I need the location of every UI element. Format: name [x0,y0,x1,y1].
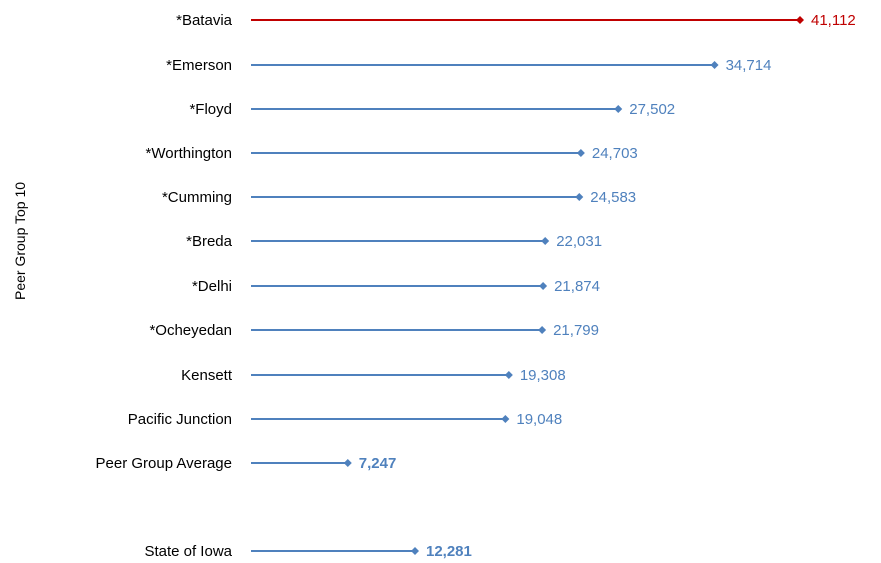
value-label: 19,308 [520,367,566,384]
value-label: 24,703 [592,145,638,162]
category-label: *Worthington [146,145,232,162]
value-marker [539,282,548,290]
category-label: *Delhi [192,278,232,295]
value-label: 12,281 [426,543,472,560]
value-marker [541,237,550,245]
value-marker [504,371,513,379]
value-label: 41,112 [811,12,856,29]
value-label: 19,048 [516,411,562,428]
category-label: Peer Group Average [96,455,232,472]
value-marker [343,459,352,467]
value-marker [538,326,547,334]
value-label: 24,583 [590,189,636,206]
value-marker [796,16,804,24]
value-label: 27,502 [629,101,675,118]
category-label: Pacific Junction [128,411,232,428]
category-label: *Ocheyedan [149,322,232,339]
chart-marks: *Batavia 41,112 *Emerson 34,714 *Floyd 27,502… [96,12,856,560]
value-marker [614,105,623,113]
value-marker [710,61,719,69]
value-label: 22,031 [556,233,602,250]
value-label: 7,247 [359,455,397,472]
value-marker [501,415,510,423]
value-marker [576,149,585,157]
value-marker [410,547,419,555]
value-label: 21,874 [554,278,600,295]
category-label: *Cumming [162,189,232,206]
value-label: 21,799 [553,322,599,339]
value-label: 34,714 [726,57,772,74]
value-marker [575,193,584,201]
category-label: State of Iowa [144,543,232,560]
category-label: *Breda [186,233,233,250]
y-axis-title: Peer Group Top 10 [12,182,28,300]
category-label: Kensett [181,367,233,384]
category-label: *Batavia [176,12,233,29]
category-label: *Emerson [166,57,232,74]
category-label: *Floyd [189,101,232,118]
